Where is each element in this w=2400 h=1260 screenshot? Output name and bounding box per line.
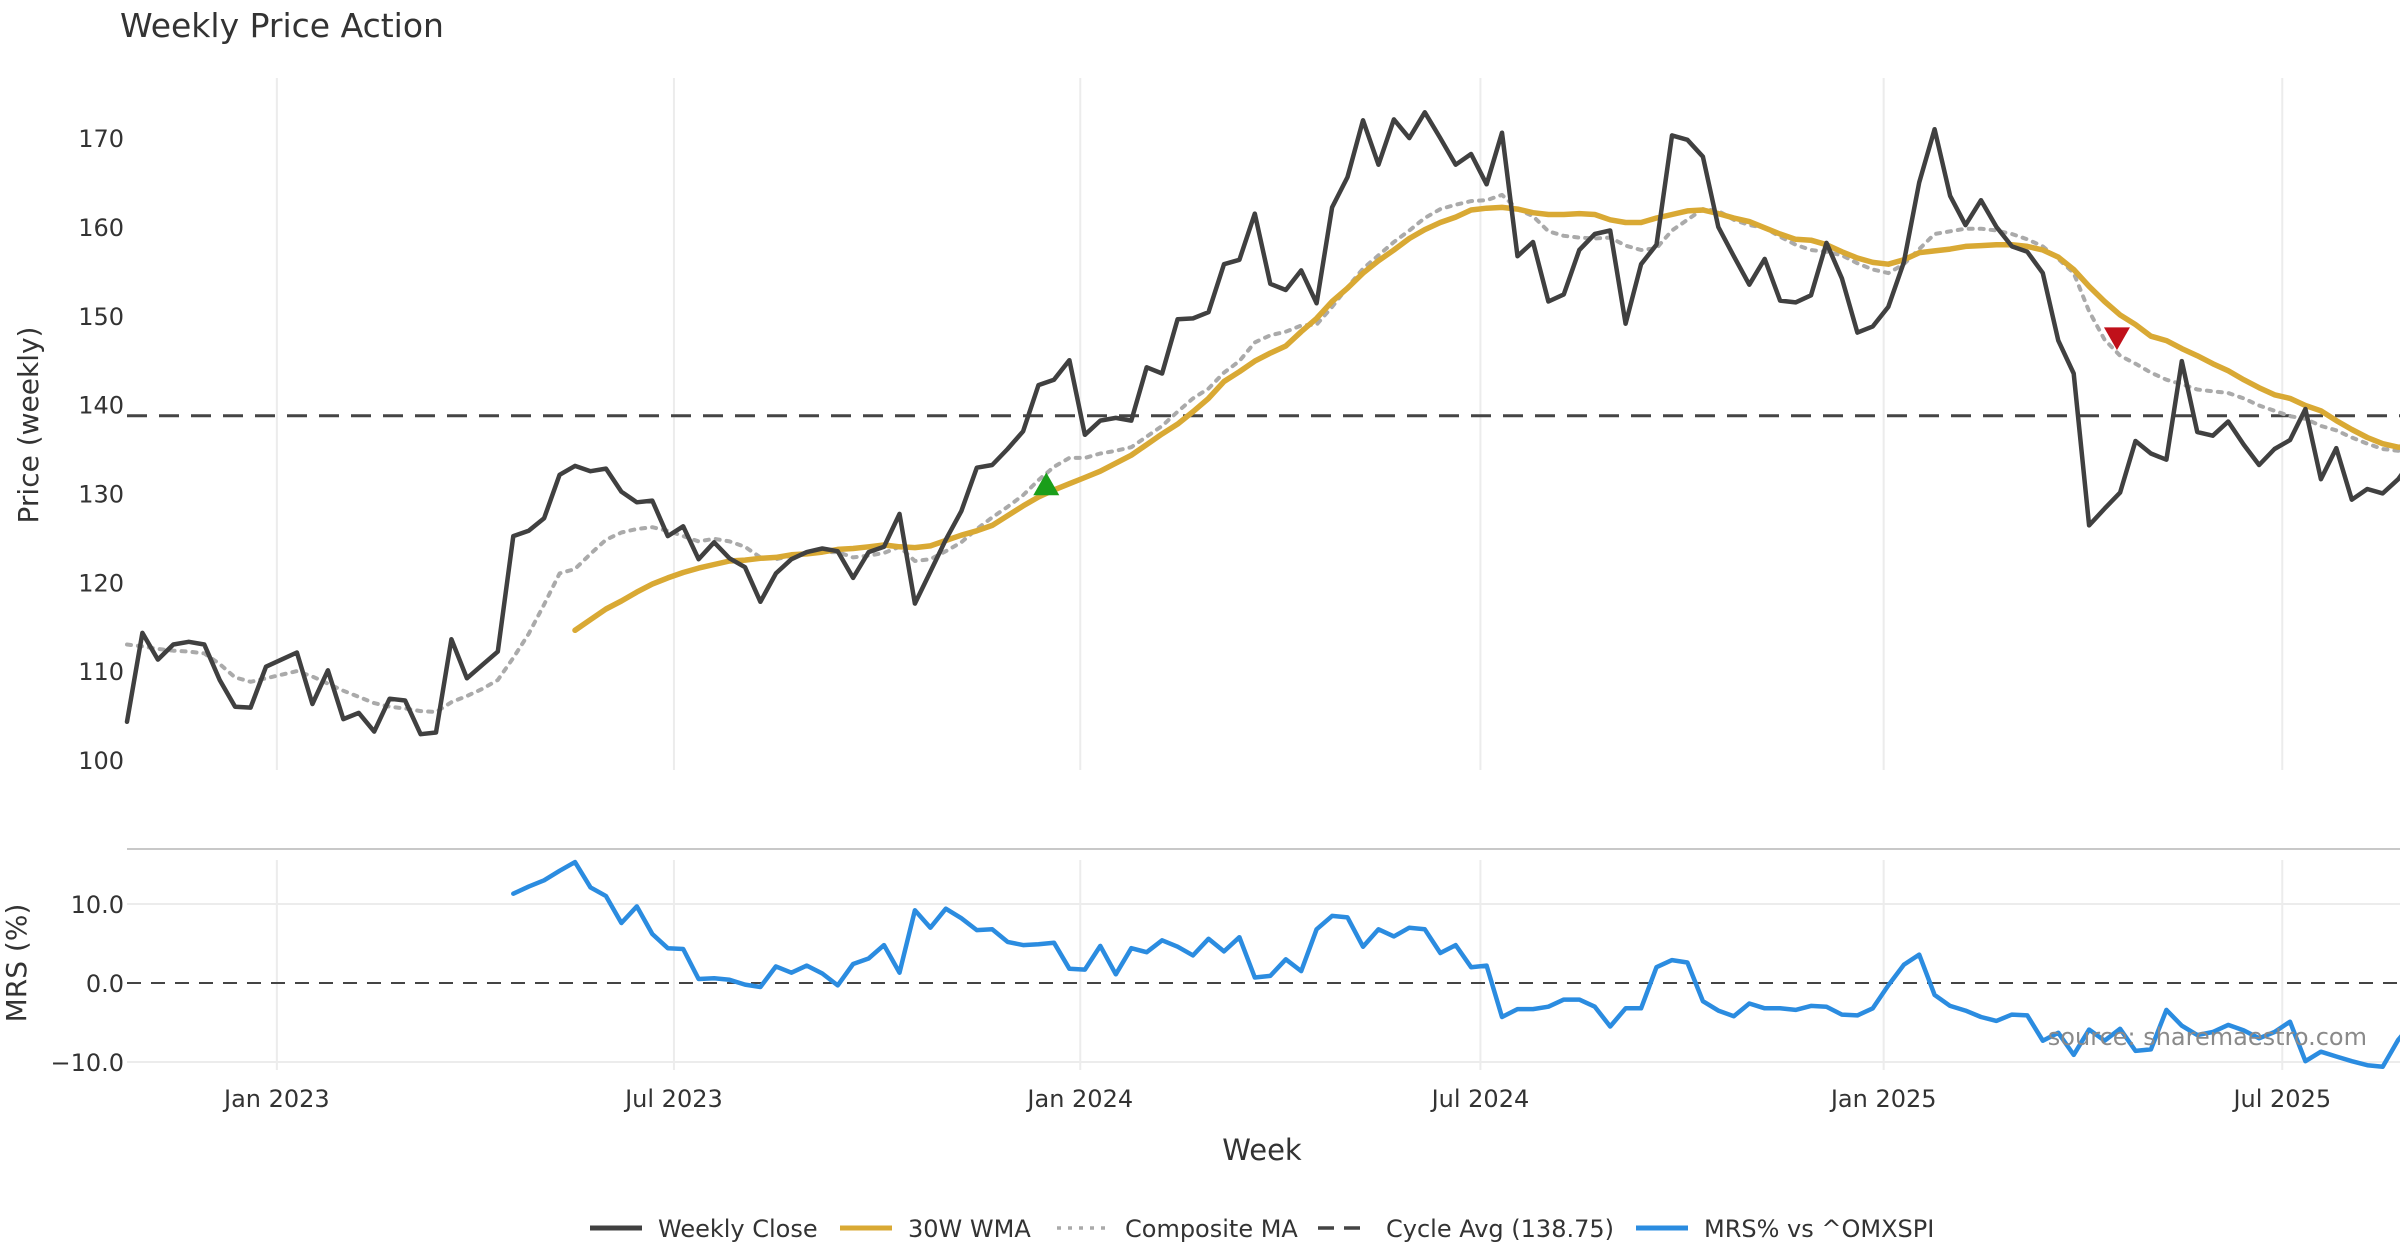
legend-label: Weekly Close [658, 1215, 818, 1243]
price-lines [124, 110, 2400, 737]
mrs-y-tick-label: −10.0 [50, 1049, 124, 1077]
price-markers [1033, 327, 2130, 496]
price-y-tick-label: 120 [78, 569, 124, 597]
sell-signal-marker [2103, 327, 2130, 351]
legend-label: 30W WMA [908, 1215, 1031, 1243]
buy-signal-marker [1033, 472, 1060, 496]
price-y-tick-label: 160 [78, 214, 124, 242]
x-tick-label: Jul 2025 [2231, 1085, 2331, 1113]
legend-label: Cycle Avg (138.75) [1386, 1215, 1614, 1243]
mrs-grid [127, 860, 2400, 1070]
price-y-tick-label: 110 [78, 658, 124, 686]
x-tick-label: Jan 2025 [1829, 1085, 1937, 1113]
price-y-tick-label: 150 [78, 303, 124, 331]
price-y-tick-label: 140 [78, 392, 124, 420]
chart-title: Weekly Price Action [120, 6, 444, 45]
mrs-y-tick-label: 10.0 [71, 891, 124, 919]
price-grid [275, 78, 2284, 770]
x-ticks: Jan 2023 Jul 2023 Jan 2024 Jul 2024 Jan 2025… [222, 1085, 2331, 1113]
price-y-tick-label: 100 [78, 747, 124, 775]
mrs-line [511, 859, 2400, 1069]
weekly-close-line [124, 110, 2400, 737]
x-tick-label: Jul 2023 [623, 1085, 723, 1113]
mrs-y-axis-label: MRS (%) [0, 904, 33, 1023]
price-y-ticks: 100 110 120 130 140 150 160 170 [78, 125, 124, 775]
x-axis-label: Week [1222, 1133, 1302, 1167]
price-y-tick-label: 170 [78, 125, 124, 153]
x-tick-label: Jan 2024 [1025, 1085, 1133, 1113]
mrs-y-ticks: −10.0 0.0 10.0 [50, 891, 124, 1077]
mrs-lines [127, 859, 2400, 1069]
legend: Weekly Close 30W WMA Composite MA Cycle Avg… [590, 1215, 1934, 1243]
source-annotation: source: sharemaestro.com [2048, 1023, 2367, 1051]
legend-label: MRS% vs ^OMXSPI [1704, 1215, 1934, 1243]
mrs-y-tick-label: 0.0 [86, 970, 124, 998]
x-tick-label: Jul 2024 [1430, 1085, 1530, 1113]
x-tick-label: Jan 2023 [222, 1085, 330, 1113]
price-y-axis-label: Price (weekly) [12, 327, 45, 524]
price-y-tick-label: 130 [78, 480, 124, 508]
wma-30w-line [572, 204, 2400, 634]
composite-ma-line [125, 192, 2400, 714]
legend-label: Composite MA [1125, 1215, 1298, 1243]
